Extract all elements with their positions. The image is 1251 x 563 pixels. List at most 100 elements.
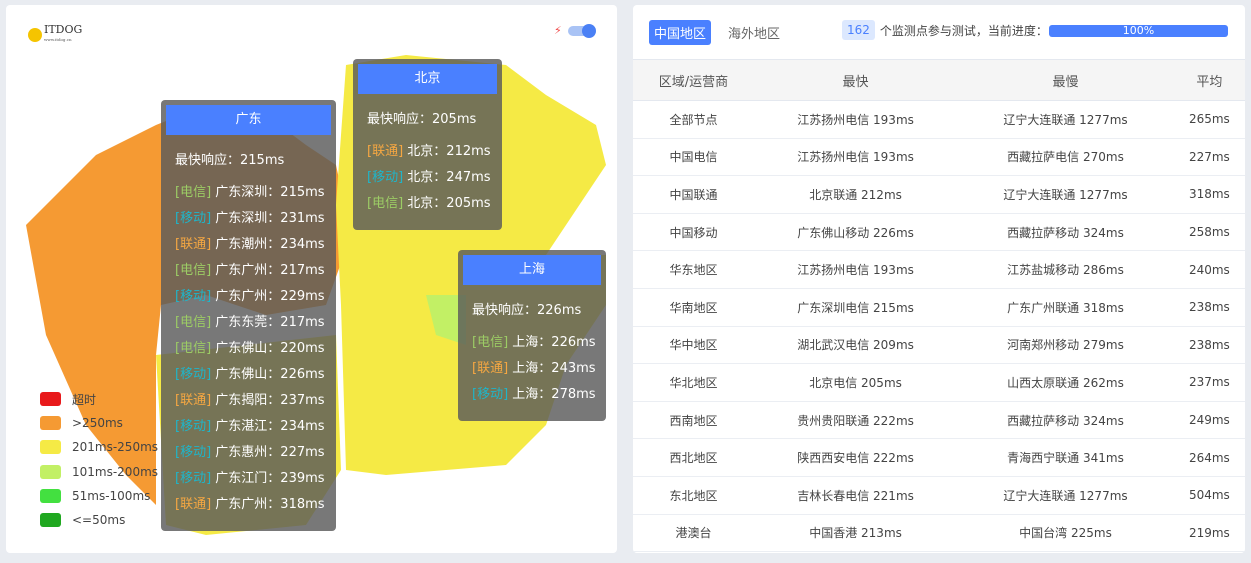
map-region-east-china: [426, 295, 466, 345]
table-cell: 广东广州联通 318ms: [957, 288, 1174, 327]
table-cell: 山西太原联通 262ms: [957, 363, 1174, 402]
table-cell: 辽宁大连联通 1277ms: [957, 175, 1174, 214]
tooltip-title: 广东: [166, 105, 331, 135]
tooltip-row: [移动] 北京：247ms: [367, 165, 497, 191]
isp-tag: [移动]: [367, 170, 404, 185]
tooltip-row: [移动] 广东深圳：231ms: [175, 206, 331, 232]
tooltip-row: [电信] 广东深圳：215ms: [175, 180, 331, 206]
table-cell: 东北地区: [633, 476, 754, 515]
logo-text: ITDOG: [44, 23, 83, 36]
node-latency: 广东惠州：227ms: [215, 445, 325, 460]
table-cell: 238ms: [1173, 326, 1245, 365]
node-latency: 广东湛江：234ms: [215, 419, 325, 434]
legend-swatch: [40, 488, 61, 503]
tooltip-row: [移动] 广东湛江：234ms: [175, 414, 331, 440]
node-latency: 上海：226ms: [512, 335, 596, 350]
table-cell: 504ms: [1173, 476, 1245, 515]
tab-china[interactable]: 中国地区: [649, 20, 712, 45]
table-cell: 北京联通 212ms: [753, 175, 958, 214]
tooltip-row: [电信] 广东东莞：217ms: [175, 310, 331, 336]
node-count: 162 个监测点参与测试，当前进度：: [842, 20, 1048, 40]
table-row: 中国联通 北京联通 212ms 辽宁大连联通 1277ms 318ms: [633, 175, 1245, 214]
table-row: 华南地区 广东深圳电信 215ms 广东广州联通 318ms 238ms: [633, 288, 1245, 327]
legend-swatch: [40, 416, 61, 431]
node-latency: 广东揭阳：237ms: [215, 393, 325, 408]
toggle-switch[interactable]: [567, 23, 596, 38]
table-cell: 华北地区: [633, 363, 754, 402]
legend-label: <=50ms: [72, 513, 126, 528]
table-cell: 辽宁大连联通 1277ms: [957, 476, 1174, 515]
tooltip-row: [移动] 上海：278ms: [472, 382, 601, 408]
tooltip-row: [联通] 北京：212ms: [367, 139, 497, 165]
table-cell: 华南地区: [633, 288, 754, 327]
node-latency: 广东广州：217ms: [215, 263, 325, 278]
tooltip-row: [电信] 广东广州：217ms: [175, 258, 331, 284]
map-panel: ITDOG www.itdog.cn ⚡ 超时 >250ms 201ms-250ms 1…: [6, 5, 617, 553]
animation-toggle[interactable]: ⚡: [554, 23, 596, 38]
table-cell: 258ms: [1173, 213, 1245, 252]
isp-tag: [联通]: [175, 237, 212, 252]
table-cell: 240ms: [1173, 250, 1245, 289]
node-latency: 广东佛山：226ms: [215, 367, 325, 382]
table-cell: 港澳台: [633, 514, 754, 553]
table-cell: 吉林长春电信 221ms: [753, 476, 958, 515]
column-header[interactable]: 最慢: [957, 59, 1174, 101]
table-cell: 全部节点: [633, 100, 754, 139]
table-cell: 264ms: [1173, 438, 1245, 477]
table-cell: 西藏拉萨移动 324ms: [957, 213, 1174, 252]
isp-tag: [移动]: [472, 387, 509, 402]
node-latency: 北京：205ms: [407, 196, 491, 211]
column-header[interactable]: 最快: [753, 59, 958, 101]
isp-tag: [联通]: [367, 144, 404, 159]
legend-swatch: [40, 440, 61, 455]
node-latency: 广东深圳：231ms: [215, 211, 325, 226]
column-header[interactable]: 区域/运营商: [633, 59, 754, 101]
legend-label: 101ms-200ms: [72, 464, 159, 479]
legend-label: >250ms: [72, 416, 123, 431]
table-cell: 贵州贵阳联通 222ms: [753, 401, 958, 440]
node-latency: 广东广州：318ms: [215, 497, 325, 512]
legend-label: 51ms-100ms: [72, 488, 151, 503]
table-row: 中国移动 广东佛山移动 226ms 西藏拉萨移动 324ms 258ms: [633, 213, 1245, 252]
table-cell: 青海西宁联通 341ms: [957, 438, 1174, 477]
tooltip-row: [联通] 广东潮州：234ms: [175, 232, 331, 258]
tooltip-row: [电信] 广东佛山：220ms: [175, 336, 331, 362]
legend-item[interactable]: <=50ms: [40, 508, 158, 532]
logo-url: www.itdog.cn: [44, 37, 72, 42]
table-cell: 西藏拉萨移动 324ms: [957, 401, 1174, 440]
table-cell: 陕西西安电信 222ms: [753, 438, 958, 477]
legend-item[interactable]: >250ms: [40, 411, 158, 435]
table-cell: 249ms: [1173, 401, 1245, 440]
node-latency: 广东东莞：217ms: [215, 315, 325, 330]
fastest-response: 最快响应：215ms: [175, 153, 285, 168]
isp-tag: [移动]: [175, 471, 212, 486]
tooltip-shanghai: 上海 最快响应：226ms [电信] 上海：226ms [联通] 上海：243ms [移…: [458, 250, 606, 421]
legend-item[interactable]: 101ms-200ms: [40, 460, 158, 484]
table-cell: 湖北武汉电信 209ms: [753, 326, 958, 365]
progress-bar: 100%: [1049, 25, 1228, 37]
map-legend: 超时 >250ms 201ms-250ms 101ms-200ms 51ms-100ms…: [40, 387, 158, 532]
table-cell: 江苏盐城移动 286ms: [957, 250, 1174, 289]
table-row: 中国电信 江苏扬州电信 193ms 西藏拉萨电信 270ms 227ms: [633, 138, 1245, 177]
table-cell: 西藏拉萨电信 270ms: [957, 138, 1174, 177]
node-latency: 广东广州：229ms: [215, 289, 325, 304]
legend-item[interactable]: 51ms-100ms: [40, 484, 158, 508]
fastest-response: 最快响应：226ms: [472, 303, 582, 318]
legend-item[interactable]: 超时: [40, 387, 158, 411]
count-badge: 162: [842, 20, 875, 40]
legend-item[interactable]: 201ms-250ms: [40, 435, 158, 459]
table-cell: 318ms: [1173, 175, 1245, 214]
dog-icon: [28, 28, 42, 42]
table-row: 华中地区 湖北武汉电信 209ms 河南郑州移动 279ms 238ms: [633, 326, 1245, 365]
table-cell: 238ms: [1173, 288, 1245, 327]
tooltip-row: [联通] 广东广州：318ms: [175, 492, 331, 518]
tab-overseas[interactable]: 海外地区: [728, 27, 781, 42]
column-header[interactable]: 平均: [1173, 59, 1245, 101]
table-row: 西南地区 贵州贵阳联通 222ms 西藏拉萨移动 324ms 249ms: [633, 401, 1245, 440]
table-cell: 237ms: [1173, 363, 1245, 402]
isp-tag: [移动]: [175, 211, 212, 226]
legend-label: 201ms-250ms: [72, 440, 159, 455]
node-latency: 上海：278ms: [512, 387, 596, 402]
tooltip-row: [移动] 广东惠州：227ms: [175, 440, 331, 466]
table-row: 西北地区 陕西西安电信 222ms 青海西宁联通 341ms 264ms: [633, 438, 1245, 477]
